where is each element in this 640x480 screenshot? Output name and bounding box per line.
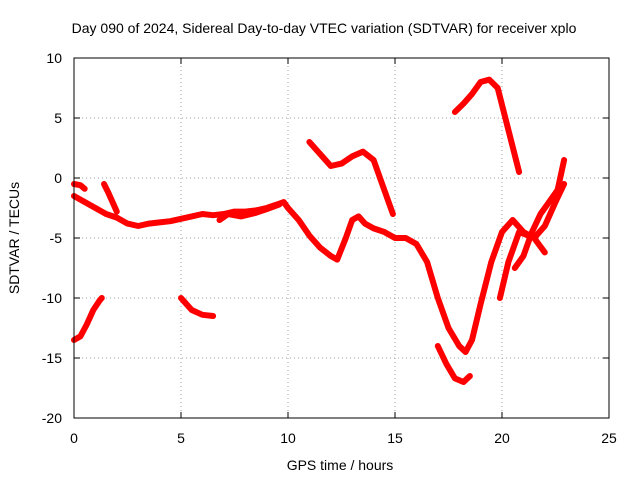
series-track-mid-low xyxy=(178,295,217,319)
y-axis-label: SDTVAR / TECUs xyxy=(6,182,22,294)
ticks-layer: 0 5 10 15 20 25 -20 -15 -10 -5 0 5 10 xyxy=(42,50,617,446)
y-tick-label: -10 xyxy=(42,290,62,306)
y-tick-label: -15 xyxy=(42,350,62,366)
x-tick-label: 0 xyxy=(70,430,78,446)
y-tick-label: 10 xyxy=(46,50,62,66)
x-tick-label: 10 xyxy=(280,430,296,446)
y-tick-label: -20 xyxy=(42,410,62,426)
x-tick-label: 15 xyxy=(387,430,403,446)
series-track-evening xyxy=(496,229,548,301)
x-tick-label: 20 xyxy=(494,430,510,446)
series-track-evening-2 xyxy=(511,157,568,271)
series-track-low-left xyxy=(71,295,105,343)
series-track-upper xyxy=(306,139,396,217)
series-track-upper-right xyxy=(451,76,523,175)
series-track-start xyxy=(71,181,88,192)
x-axis-label: GPS time / hours xyxy=(287,457,394,473)
series-track-main xyxy=(71,181,568,355)
series-track-bump xyxy=(101,181,120,215)
x-tick-label: 25 xyxy=(601,430,617,446)
series-track-deep xyxy=(434,343,473,385)
series-track-spur xyxy=(216,201,283,223)
chart-title: Day 090 of 2024, Sidereal Day-to-day VTE… xyxy=(72,20,577,36)
series-layer xyxy=(71,76,568,385)
x-tick-label: 5 xyxy=(177,430,185,446)
y-tick-label: 5 xyxy=(54,110,62,126)
y-tick-label: -5 xyxy=(50,230,63,246)
y-tick-label: 0 xyxy=(54,170,62,186)
